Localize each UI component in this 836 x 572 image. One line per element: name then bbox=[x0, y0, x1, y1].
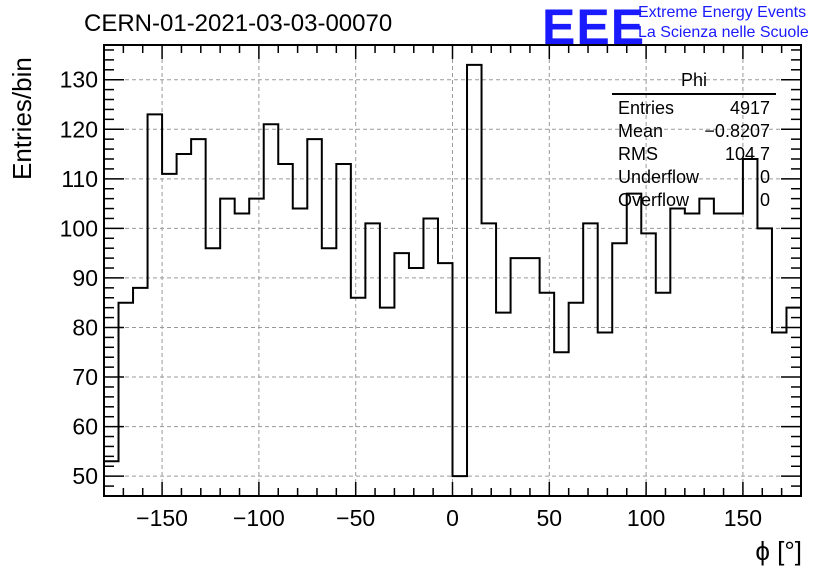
stats-value: 0 bbox=[759, 167, 770, 187]
y-tick-label: 60 bbox=[72, 414, 98, 440]
x-tick-label: −50 bbox=[336, 505, 375, 531]
stats-value: 4917 bbox=[729, 98, 770, 118]
eee-logo: EEE bbox=[542, 0, 646, 55]
x-axis-label: ϕ [°] bbox=[755, 536, 802, 566]
y-tick-label: 130 bbox=[60, 67, 98, 93]
x-tick-label: −100 bbox=[233, 505, 285, 531]
stats-label: Entries bbox=[618, 98, 675, 118]
logo-tagline-1: Extreme Energy Events bbox=[638, 4, 807, 21]
axis-ticks bbox=[104, 45, 801, 497]
x-tick-label: −150 bbox=[136, 505, 188, 531]
stats-row-rms: RMS 104.7 bbox=[612, 143, 776, 166]
y-axis-label: Entries/bin bbox=[7, 57, 37, 180]
y-tick-label: 110 bbox=[61, 166, 98, 192]
stats-value: −0.8207 bbox=[704, 121, 770, 141]
stats-row-underflow: Underflow 0 bbox=[612, 166, 776, 189]
y-tick-label: 90 bbox=[72, 265, 98, 291]
plot-frame bbox=[103, 44, 802, 497]
stats-label: Overflow bbox=[618, 190, 690, 210]
stats-title: Phi bbox=[612, 70, 776, 95]
y-tick-label: 50 bbox=[72, 463, 98, 489]
x-tick-label: 0 bbox=[446, 505, 459, 531]
stats-row-entries: Entries 4917 bbox=[612, 97, 776, 120]
stats-row-mean: Mean −0.8207 bbox=[612, 120, 776, 143]
y-axis-label-wrap: Entries/bin bbox=[5, 57, 45, 180]
y-tick-label: 70 bbox=[72, 364, 98, 390]
histogram-series bbox=[103, 63, 802, 496]
y-tick-label: 120 bbox=[60, 116, 98, 142]
stats-label: Mean bbox=[618, 121, 664, 141]
x-tick-label: 50 bbox=[537, 505, 563, 531]
stats-box: Phi Entries 4917 Mean −0.8207 RMS 104.7 … bbox=[612, 70, 776, 212]
x-tick-label: 150 bbox=[724, 505, 762, 531]
stats-label: RMS bbox=[618, 144, 658, 164]
stats-row-overflow: Overflow 0 bbox=[612, 189, 776, 212]
stats-value: 0 bbox=[759, 190, 770, 210]
y-tick-label: 80 bbox=[72, 314, 98, 340]
y-tick-label: 100 bbox=[60, 215, 98, 241]
logo-tagline-2: La Scienza nelle Scuole bbox=[638, 24, 809, 41]
stats-value: 104.7 bbox=[724, 144, 770, 164]
tick-labels: 50 60 70 80 90 100 110 120 130 −150 −100 −50 0 50 100 1… bbox=[60, 67, 762, 531]
stats-label: Underflow bbox=[618, 167, 700, 187]
x-tick-label: 100 bbox=[627, 505, 665, 531]
run-title: CERN-01-2021-03-03-00070 bbox=[84, 10, 393, 37]
